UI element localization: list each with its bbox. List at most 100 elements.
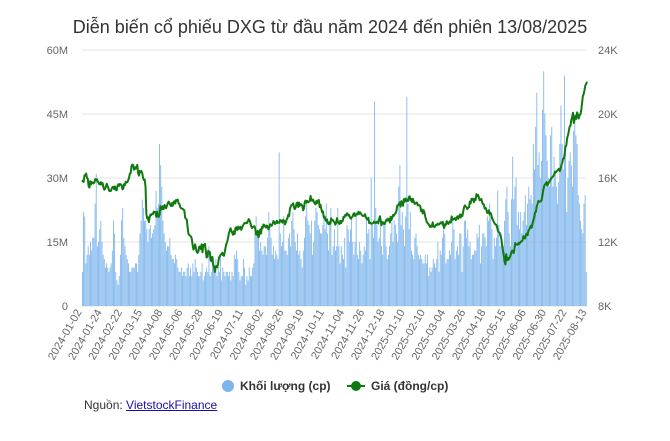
y-right-tick-label: 20K <box>598 109 618 121</box>
volume-bar <box>417 254 419 306</box>
volume-bar <box>226 271 228 306</box>
volume-bar <box>324 229 326 306</box>
volume-bar <box>209 276 211 306</box>
volume-bar <box>146 229 148 306</box>
volume-bar <box>206 267 208 306</box>
volume-bar <box>453 229 455 306</box>
volume-bar <box>393 220 395 306</box>
volume-bar <box>243 259 244 306</box>
volume-bar <box>84 216 86 306</box>
volume-bar <box>167 246 168 306</box>
volume-bar <box>151 237 152 306</box>
volume-bar <box>131 267 133 306</box>
volume-bar <box>117 284 119 306</box>
volume-bar <box>494 246 496 306</box>
volume-bar <box>508 233 510 306</box>
volume-bar <box>191 276 193 306</box>
volume-bar <box>164 242 166 306</box>
volume-bar <box>407 203 409 306</box>
volume-bar <box>261 250 263 306</box>
volume-bar <box>404 246 405 306</box>
volume-bar <box>282 242 284 306</box>
legend-item-price[interactable]: Giá (đồng/cp) <box>347 379 448 393</box>
volume-bar <box>351 216 353 306</box>
volume-bar <box>486 216 488 306</box>
volume-bar <box>348 242 350 306</box>
volume-bar <box>535 126 537 306</box>
volume-bar <box>387 254 389 306</box>
volume-bar <box>434 263 435 306</box>
volume-bar <box>113 220 114 306</box>
volume-bar <box>188 276 190 306</box>
volume-bar <box>461 271 463 306</box>
volume-bar <box>575 135 577 306</box>
volume-bar <box>240 276 242 306</box>
volume-bar <box>559 143 561 306</box>
volume-bar <box>272 246 274 306</box>
volume-bar <box>109 267 111 306</box>
volume-bar <box>376 224 378 306</box>
volume-bar <box>171 259 173 306</box>
volume-bar <box>88 254 90 306</box>
legend-item-volume[interactable]: Khối lượng (cp) <box>222 379 331 393</box>
volume-bar <box>437 242 439 306</box>
volume-bar <box>140 220 142 306</box>
volume-bar <box>211 263 213 306</box>
volume-bar <box>328 250 330 306</box>
volume-bar <box>126 259 128 306</box>
volume-bar <box>248 267 250 306</box>
y-right-tick-label: 16K <box>598 173 618 185</box>
volume-bar <box>141 199 143 306</box>
volume-bar <box>337 207 339 306</box>
volume-bar <box>384 220 386 306</box>
volume-bar <box>363 246 365 306</box>
volume-bar <box>284 250 286 306</box>
volume-bar <box>322 224 324 306</box>
volume-bar <box>315 207 317 306</box>
volume-bar <box>254 229 256 306</box>
volume-bar <box>228 276 229 306</box>
volume-bar <box>115 271 117 306</box>
volume-bar <box>552 186 554 306</box>
volume-bar <box>159 143 160 306</box>
volume-bar <box>530 195 532 306</box>
volume-bar <box>463 220 465 306</box>
volume-bar <box>183 271 185 306</box>
volume-bar <box>184 271 186 306</box>
volume-bar <box>345 267 347 306</box>
volume-bar <box>123 237 125 306</box>
volume-bar <box>281 246 282 306</box>
volume-bar <box>83 212 85 306</box>
volume-bar <box>147 242 149 306</box>
source-link[interactable]: VietstockFinance <box>126 398 218 412</box>
volume-bar <box>285 250 287 306</box>
volume-bar <box>344 237 346 306</box>
volume-bar <box>554 169 556 306</box>
volume-bar <box>96 246 98 306</box>
volume-bar <box>350 229 351 306</box>
volume-bar <box>98 242 99 306</box>
volume-bar <box>527 203 529 306</box>
volume-bar <box>569 152 571 306</box>
volume-bar <box>269 229 271 306</box>
volume-bar <box>484 237 486 306</box>
volume-bar <box>354 242 356 306</box>
volume-bar <box>557 203 558 306</box>
volume-bar <box>197 271 198 306</box>
volume-bar <box>420 254 422 306</box>
volume-bar <box>467 229 469 306</box>
volume-bar <box>331 254 333 306</box>
volume-bar <box>466 237 468 306</box>
volume-bar <box>454 259 456 306</box>
volume-bar <box>329 220 331 306</box>
volume-bar <box>500 233 502 306</box>
volume-bar <box>366 216 367 306</box>
volume-bar <box>455 250 457 306</box>
volume-bar <box>394 224 396 306</box>
volume-bar <box>392 242 394 306</box>
volume-bar <box>241 276 243 306</box>
volume-bar <box>279 233 281 306</box>
volume-bar <box>102 254 104 306</box>
y-right-tick-label: 12K <box>598 237 618 249</box>
volume-bar <box>313 242 315 306</box>
